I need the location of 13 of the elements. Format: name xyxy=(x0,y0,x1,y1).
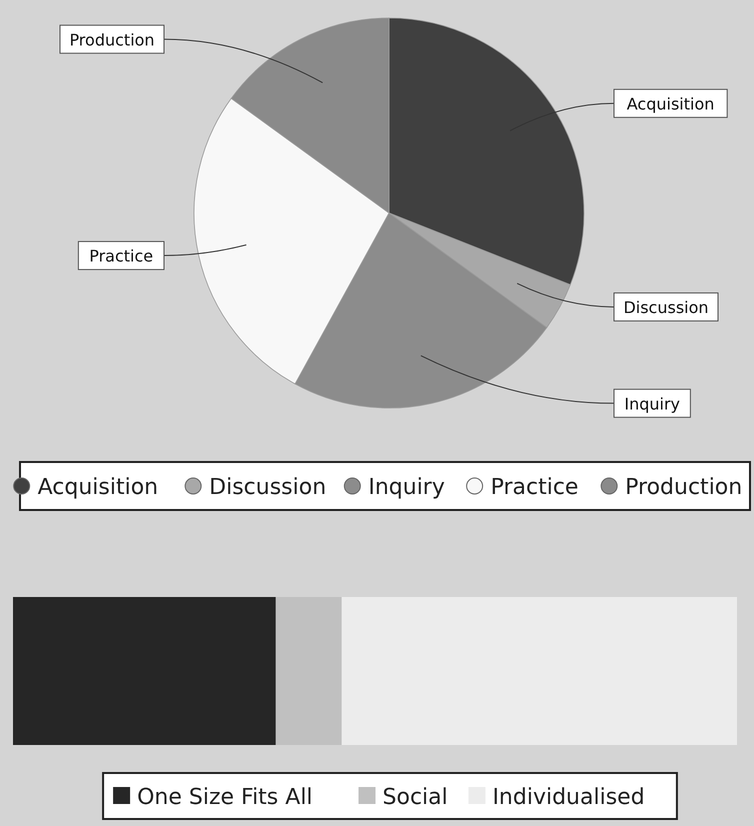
legend-label: One Size Fits All xyxy=(137,785,313,810)
legend-label: Discussion xyxy=(209,475,326,500)
slice-label: Practice xyxy=(89,246,154,266)
slice-label: Discussion xyxy=(623,298,709,317)
legend-label: Social xyxy=(382,785,448,810)
legend-label: Inquiry xyxy=(368,475,445,500)
legend-label: Production xyxy=(625,475,742,500)
slice-label: Inquiry xyxy=(624,394,680,414)
slice-label: Acquisition xyxy=(626,94,714,114)
legend-label: Individualised xyxy=(492,785,645,810)
legend-label: Acquisition xyxy=(38,475,158,500)
legend-label: Practice xyxy=(490,475,578,500)
slice-label: Production xyxy=(69,30,155,50)
